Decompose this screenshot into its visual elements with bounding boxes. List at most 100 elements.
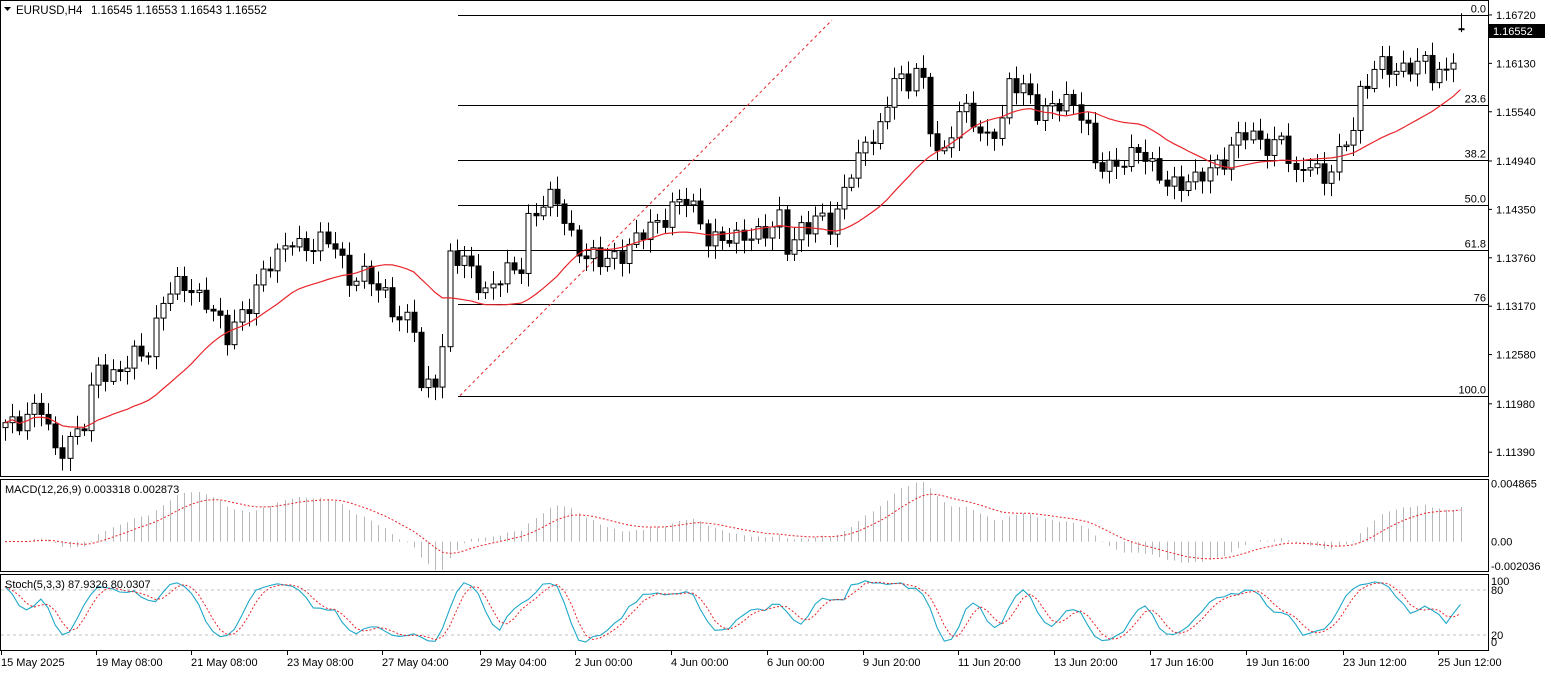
candle-body <box>719 231 726 241</box>
candle-body <box>490 283 497 289</box>
candle-body <box>1285 135 1292 164</box>
candle-body <box>375 283 382 291</box>
candle-body <box>834 208 841 235</box>
candle-body <box>963 102 970 113</box>
stoch-axis-label: 100 <box>1491 576 1509 588</box>
candle-body <box>1135 147 1142 153</box>
candle-body <box>1199 171 1206 182</box>
candle-body <box>267 268 274 272</box>
candle-body <box>640 232 647 241</box>
candle-body <box>870 141 877 144</box>
candle-body <box>769 226 776 239</box>
candle-body <box>404 311 411 321</box>
candle-body <box>819 212 826 217</box>
candle-body <box>697 200 704 225</box>
candle-body <box>1106 159 1113 172</box>
candle-body <box>590 247 597 260</box>
candle-body <box>174 275 181 295</box>
current-price-value: 1.16552 <box>1493 26 1533 38</box>
candle-body <box>755 226 762 240</box>
candle-body <box>1400 62 1407 72</box>
candle-body <box>310 250 317 253</box>
candle-body <box>1271 139 1278 156</box>
macd-pane[interactable] <box>0 479 1489 572</box>
candle-body <box>411 311 418 333</box>
time-tick-label: 17 Jun 16:00 <box>1150 657 1214 669</box>
candle-body <box>841 186 848 210</box>
macd-series <box>4 481 1462 571</box>
candle-body <box>59 447 66 459</box>
candle-body <box>913 67 920 92</box>
stoch-pane[interactable] <box>0 574 1489 651</box>
candle-body <box>1293 162 1300 170</box>
candle-body <box>1070 94 1077 106</box>
candle-body <box>676 198 683 203</box>
candle-body <box>597 247 604 268</box>
candle-body <box>24 413 31 432</box>
time-axis: 15 May 2025 19 May 08:00 21 May 08:00 23 Ma… <box>1 651 1502 669</box>
candle-body <box>468 255 475 267</box>
candle-body <box>726 239 733 244</box>
candle-body <box>389 287 396 318</box>
candle-body <box>626 243 633 264</box>
candle-body <box>1185 181 1192 191</box>
price-tick-label: 1.12580 <box>1496 350 1536 362</box>
stochastic-series <box>1 580 1488 643</box>
candle-body <box>848 177 855 188</box>
candle-body <box>1056 103 1063 112</box>
moving-average-line <box>4 89 1461 429</box>
candle-body <box>1034 94 1041 121</box>
candle-body <box>102 364 109 382</box>
candle-body <box>547 188 554 208</box>
price-tick-label: 1.11390 <box>1496 447 1535 459</box>
candle-body <box>454 250 461 266</box>
price-tick-label: 1.13760 <box>1496 253 1536 265</box>
candle-body <box>432 378 439 388</box>
fib-level-label: 38.2 <box>1465 149 1486 161</box>
candle-body <box>984 131 991 134</box>
dropdown-triangle-icon[interactable] <box>4 7 11 11</box>
candle-body <box>1350 129 1357 146</box>
candle-body <box>196 289 203 294</box>
candle-body <box>1063 94 1070 112</box>
candle-body <box>1049 103 1056 107</box>
candle-body <box>31 402 38 415</box>
candle-body <box>712 231 719 247</box>
price-tick-label: 1.13170 <box>1496 301 1536 313</box>
time-tick-label: 19 Jun 16:00 <box>1246 657 1310 669</box>
candle-body <box>1357 85 1364 131</box>
stoch-axis-label: 0 <box>1491 637 1497 649</box>
candle-body <box>690 200 697 206</box>
candle-body <box>461 255 468 266</box>
price-tick-label: 1.16130 <box>1496 58 1536 70</box>
candle-body <box>1321 163 1328 184</box>
candle-body <box>1207 167 1214 182</box>
candle-body <box>325 231 332 245</box>
fib-trend-line[interactable] <box>459 19 833 396</box>
candle-body <box>239 309 246 323</box>
fibonacci-retracement[interactable]: 0.0 23.6 38.2 50.0 61.8 76 100.0 <box>458 4 1488 397</box>
candle-body <box>110 369 117 382</box>
candle-body <box>361 265 368 282</box>
candle-body <box>38 402 45 415</box>
price-tick-label: 1.16720 <box>1496 10 1536 22</box>
candle-body <box>1192 171 1199 183</box>
candle-body <box>798 222 805 241</box>
candle-body <box>52 423 59 449</box>
candle-body <box>1458 28 1465 31</box>
time-tick-label: 23 Jun 12:00 <box>1343 657 1407 669</box>
time-tick-label: 13 Jun 20:00 <box>1054 657 1118 669</box>
candle-body <box>346 254 353 286</box>
candle-body <box>253 284 260 315</box>
candle-body <box>1092 122 1099 164</box>
candle-body <box>604 257 611 268</box>
macd-axis-label: -0.002036 <box>1491 561 1541 573</box>
candle-body <box>920 67 927 78</box>
price-tick-label: 1.11980 <box>1496 399 1535 411</box>
candle-body <box>1156 158 1163 181</box>
candle-body <box>1099 162 1106 172</box>
candle-body <box>1364 85 1371 89</box>
candle-body <box>956 111 963 139</box>
macd-axis-label: 0.00 <box>1491 537 1512 549</box>
